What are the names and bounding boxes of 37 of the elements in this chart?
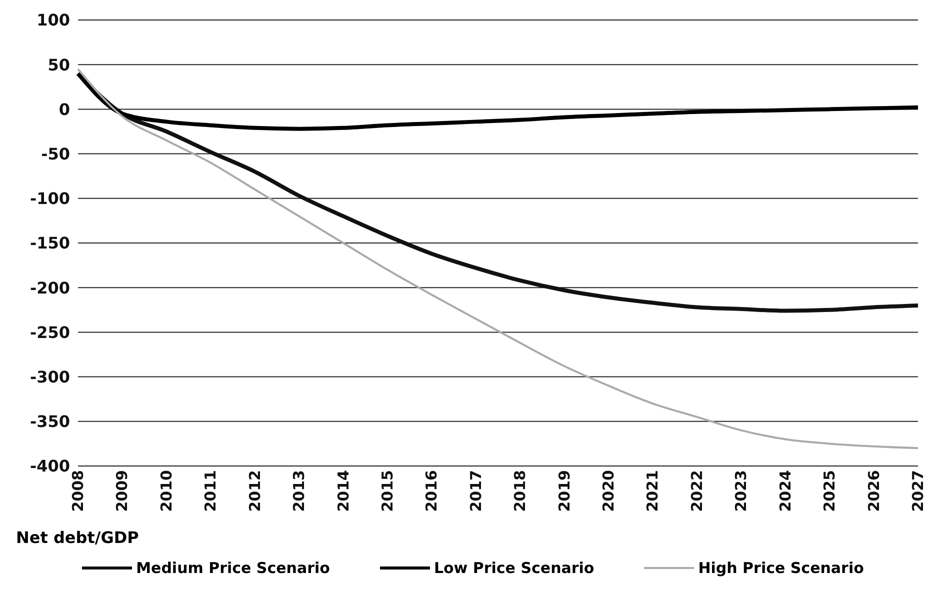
x-tick-label: 2025 (820, 470, 839, 512)
y-tick-label: 0 (58, 100, 70, 119)
line-series (76, 72, 920, 131)
y-tick-label: -200 (30, 278, 70, 298)
y-tick-label: -50 (41, 144, 70, 164)
legend-label: Medium Price Scenario (136, 559, 330, 577)
x-tick-label: 2017 (466, 470, 485, 512)
x-tick-label: 2014 (334, 470, 352, 512)
x-tick-label: 2015 (378, 470, 396, 512)
x-tick-label: 2012 (246, 470, 264, 512)
x-tick-label: 2026 (864, 470, 883, 512)
y-tick-label: -400 (30, 456, 70, 476)
y-axis-title: Net debt/GDP (16, 528, 140, 547)
x-tick-label: 2020 (600, 470, 618, 512)
x-tick-label: 2027 (909, 470, 927, 512)
y-tick-label: -350 (30, 412, 70, 432)
line-series (77, 68, 919, 450)
legend-label: High Price Scenario (698, 559, 864, 577)
x-tick-label: 2024 (776, 470, 794, 512)
x-tick-label: 2019 (555, 470, 574, 512)
x-tick-label: 2018 (511, 470, 530, 512)
x-tick-label: 2016 (422, 470, 441, 512)
x-tick-label: 2023 (732, 470, 750, 512)
x-tick-label: 2022 (688, 470, 706, 512)
y-tick-label: -300 (30, 367, 70, 386)
x-tick-label: 2009 (113, 470, 132, 512)
x-tick-label: 2010 (157, 470, 176, 512)
x-tick-label: 2008 (69, 470, 87, 512)
y-tick-label: -100 (30, 189, 70, 208)
legend-label: Low Price Scenario (434, 559, 594, 577)
x-tick-label: 2013 (290, 470, 308, 512)
y-tick-label: -150 (30, 234, 70, 253)
x-tick-label: 2011 (202, 470, 220, 512)
y-tick-label: 50 (48, 55, 70, 74)
x-tick-label: 2021 (644, 470, 662, 512)
y-tick-label: -250 (30, 322, 70, 342)
y-tick-label: 100 (36, 10, 70, 30)
